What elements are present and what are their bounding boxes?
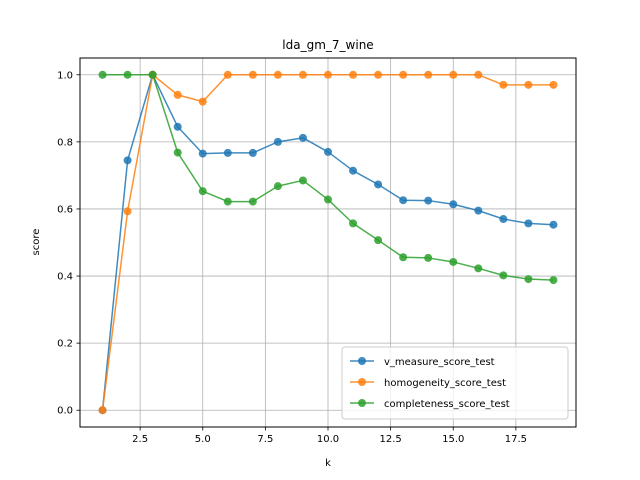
data-point — [223, 148, 232, 157]
data-point — [399, 70, 408, 79]
data-point — [324, 195, 332, 204]
legend: v_measure_score_test homogeneity_score_te… — [341, 346, 569, 420]
data-point — [499, 271, 508, 280]
series-layer — [98, 70, 558, 415]
legend-label: v_measure_score_test — [384, 357, 495, 368]
x-tick-label: 2.5 — [132, 434, 148, 445]
y-axis: 0.0 0.2 0.4 0.6 0.8 1.0 — [57, 70, 80, 417]
data-point — [449, 200, 458, 209]
legend-item: homogeneity_score_test — [350, 378, 506, 389]
data-point — [549, 220, 558, 229]
legend-label: homogeneity_score_test — [384, 378, 506, 389]
data-point — [298, 70, 307, 79]
data-point — [148, 70, 157, 79]
data-point — [324, 147, 332, 156]
legend-swatch-marker — [358, 357, 366, 365]
data-point — [123, 156, 132, 165]
series-completeness_score_test — [98, 70, 558, 285]
data-point — [273, 182, 282, 191]
legend-swatch-marker — [358, 378, 366, 386]
y-tick-label: 0.2 — [57, 339, 73, 350]
data-point — [549, 276, 558, 285]
data-point — [424, 196, 433, 205]
legend-item: completeness_score_test — [350, 399, 510, 410]
data-point — [248, 197, 257, 206]
data-point — [399, 253, 408, 262]
data-point — [298, 133, 307, 142]
y-tick-label: 0.0 — [57, 406, 73, 417]
data-point — [273, 137, 282, 146]
data-point — [474, 206, 483, 215]
data-point — [374, 180, 383, 189]
data-point — [173, 122, 182, 131]
data-point — [198, 97, 207, 106]
data-point — [499, 80, 508, 89]
data-point — [273, 70, 282, 79]
y-axis-label: score — [31, 229, 42, 256]
data-point — [349, 166, 358, 175]
data-point — [524, 80, 533, 89]
data-point — [374, 70, 383, 79]
data-point — [198, 149, 207, 158]
data-point — [524, 275, 533, 284]
x-axis-label: k — [325, 458, 331, 469]
series-homogeneity_score_test — [98, 70, 558, 415]
x-tick-label: 5.0 — [195, 434, 211, 445]
data-point — [449, 257, 458, 266]
grid — [80, 58, 576, 427]
x-tick-label: 7.5 — [257, 434, 273, 445]
x-tick-label: 10.0 — [317, 434, 339, 445]
data-point — [98, 406, 107, 415]
data-point — [474, 264, 483, 273]
x-tick-label: 12.5 — [379, 434, 401, 445]
y-tick-label: 1.0 — [57, 70, 73, 81]
data-point — [349, 219, 358, 228]
data-point — [223, 70, 232, 79]
legend-item: v_measure_score_test — [350, 357, 495, 368]
data-point — [424, 253, 433, 262]
x-axis: 2.5 5.0 7.5 10.0 12.5 15.0 17.5 — [132, 427, 527, 445]
data-point — [248, 70, 257, 79]
data-point — [399, 196, 408, 205]
y-tick-label: 0.6 — [57, 204, 73, 215]
data-point — [223, 197, 232, 206]
chart-title: lda_gm_7_wine — [282, 38, 373, 52]
data-point — [123, 70, 132, 79]
data-point — [549, 80, 558, 89]
data-point — [173, 90, 182, 99]
data-point — [173, 148, 182, 157]
data-point — [349, 70, 358, 79]
data-point — [424, 70, 433, 79]
data-point — [248, 148, 257, 157]
data-point — [324, 70, 332, 79]
data-point — [374, 236, 383, 245]
data-point — [123, 207, 132, 216]
y-tick-label: 0.4 — [57, 272, 73, 283]
data-point — [98, 70, 107, 79]
data-point — [298, 176, 307, 185]
data-point — [499, 215, 508, 224]
data-point — [198, 187, 207, 196]
x-tick-label: 15.0 — [442, 434, 464, 445]
y-tick-label: 0.8 — [57, 137, 73, 148]
series-v_measure_score_test — [98, 70, 558, 415]
data-point — [449, 70, 458, 79]
x-tick-label: 17.5 — [505, 434, 527, 445]
data-point — [474, 70, 483, 79]
legend-label: completeness_score_test — [384, 399, 510, 410]
legend-box — [341, 346, 569, 420]
data-point — [524, 219, 533, 228]
legend-swatch-marker — [358, 399, 366, 407]
